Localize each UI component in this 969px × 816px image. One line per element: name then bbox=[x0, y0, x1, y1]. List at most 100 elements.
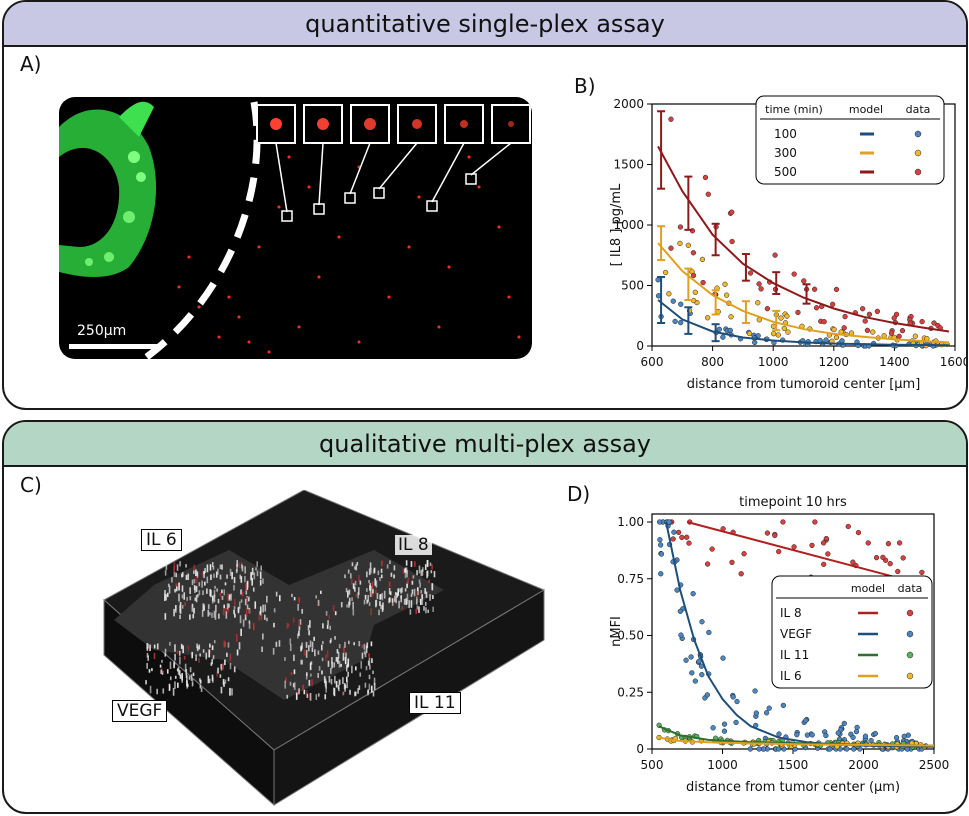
speckle bbox=[420, 590, 423, 594]
speckle bbox=[191, 606, 194, 612]
speckle bbox=[405, 560, 408, 566]
speckle bbox=[240, 589, 242, 595]
speckle bbox=[309, 662, 312, 671]
speckle bbox=[371, 658, 373, 664]
speckle bbox=[146, 652, 149, 658]
speckle bbox=[432, 606, 434, 612]
speckle bbox=[289, 681, 292, 686]
tumoroid bbox=[59, 101, 157, 277]
speckle bbox=[217, 667, 219, 674]
speckle bbox=[359, 580, 362, 585]
speckle bbox=[357, 591, 359, 599]
speckle bbox=[173, 562, 176, 569]
speckle bbox=[234, 613, 236, 618]
speckle bbox=[305, 674, 308, 680]
data-point bbox=[794, 732, 800, 738]
speckle bbox=[334, 675, 336, 684]
speckle bbox=[205, 652, 208, 660]
legend-entry-label: 500 bbox=[774, 165, 797, 179]
data-point bbox=[865, 540, 871, 546]
speckle bbox=[209, 612, 211, 616]
speckle bbox=[367, 690, 369, 696]
speckle bbox=[365, 588, 368, 592]
speckle bbox=[213, 573, 215, 578]
x-tick-label: 1400 bbox=[879, 355, 910, 369]
data-point bbox=[699, 256, 706, 263]
speckle bbox=[346, 676, 348, 682]
speckle bbox=[395, 596, 397, 604]
speckle bbox=[389, 591, 392, 596]
speckle bbox=[233, 584, 235, 591]
speckle bbox=[345, 652, 347, 658]
speckle bbox=[368, 683, 371, 691]
speckle bbox=[365, 645, 368, 654]
speckle bbox=[305, 649, 308, 658]
panel-d-label: D) bbox=[567, 482, 591, 506]
data-point bbox=[784, 313, 790, 319]
data-point bbox=[709, 546, 715, 552]
speckle bbox=[347, 671, 349, 677]
speckle bbox=[399, 588, 401, 593]
speckle bbox=[252, 623, 255, 631]
data-point bbox=[812, 519, 818, 525]
speckle bbox=[237, 606, 240, 612]
speckle bbox=[330, 678, 333, 685]
speckle bbox=[370, 608, 372, 616]
legend-box bbox=[755, 95, 945, 185]
speckle bbox=[287, 623, 290, 628]
speckle bbox=[302, 684, 304, 691]
speckle bbox=[213, 589, 216, 597]
speckle bbox=[373, 568, 375, 574]
speckle bbox=[295, 692, 298, 700]
speckle bbox=[165, 563, 168, 570]
speckle bbox=[189, 587, 191, 595]
speckle bbox=[210, 662, 213, 666]
speckle bbox=[392, 598, 395, 603]
speckle bbox=[298, 625, 301, 631]
speckle bbox=[261, 646, 263, 653]
label-il8: IL 8 bbox=[395, 535, 432, 555]
data-point bbox=[729, 238, 735, 245]
data-point bbox=[746, 330, 753, 337]
speckle bbox=[166, 669, 169, 674]
speckle bbox=[330, 667, 332, 674]
speckle bbox=[214, 612, 217, 620]
speckle bbox=[429, 562, 432, 566]
speckle bbox=[164, 593, 166, 602]
speckle bbox=[368, 602, 371, 607]
data-point bbox=[853, 728, 860, 735]
data-point bbox=[678, 301, 684, 307]
speckle bbox=[317, 650, 320, 655]
speckle bbox=[368, 674, 371, 680]
legend-title-model: model bbox=[851, 582, 885, 595]
x-tick-label: 2000 bbox=[848, 758, 879, 772]
speckle bbox=[259, 579, 262, 586]
panel-a-label: A) bbox=[20, 52, 42, 76]
speckle bbox=[176, 668, 179, 672]
data-point bbox=[919, 318, 925, 325]
speckle bbox=[335, 681, 338, 688]
speckle bbox=[192, 614, 195, 619]
speckle bbox=[246, 604, 249, 610]
speckle bbox=[413, 561, 416, 567]
speckle bbox=[212, 596, 214, 601]
speckle bbox=[180, 643, 183, 649]
data-point bbox=[831, 326, 837, 333]
speckle bbox=[361, 652, 364, 659]
speckle bbox=[402, 568, 404, 574]
speckle bbox=[207, 604, 210, 610]
data-point bbox=[859, 306, 866, 312]
speckle bbox=[293, 654, 295, 662]
speckle bbox=[388, 587, 391, 595]
speckle bbox=[181, 585, 184, 592]
data-point bbox=[873, 554, 880, 561]
data-point bbox=[870, 329, 876, 335]
data-point bbox=[655, 277, 661, 283]
y-axis-label: [ IL8 ] pg/mL bbox=[609, 183, 624, 266]
data-point bbox=[872, 730, 878, 737]
data-point bbox=[666, 291, 672, 297]
speckle bbox=[379, 576, 381, 581]
speckle bbox=[326, 650, 329, 658]
speckle bbox=[198, 644, 201, 650]
speckle bbox=[202, 603, 204, 612]
